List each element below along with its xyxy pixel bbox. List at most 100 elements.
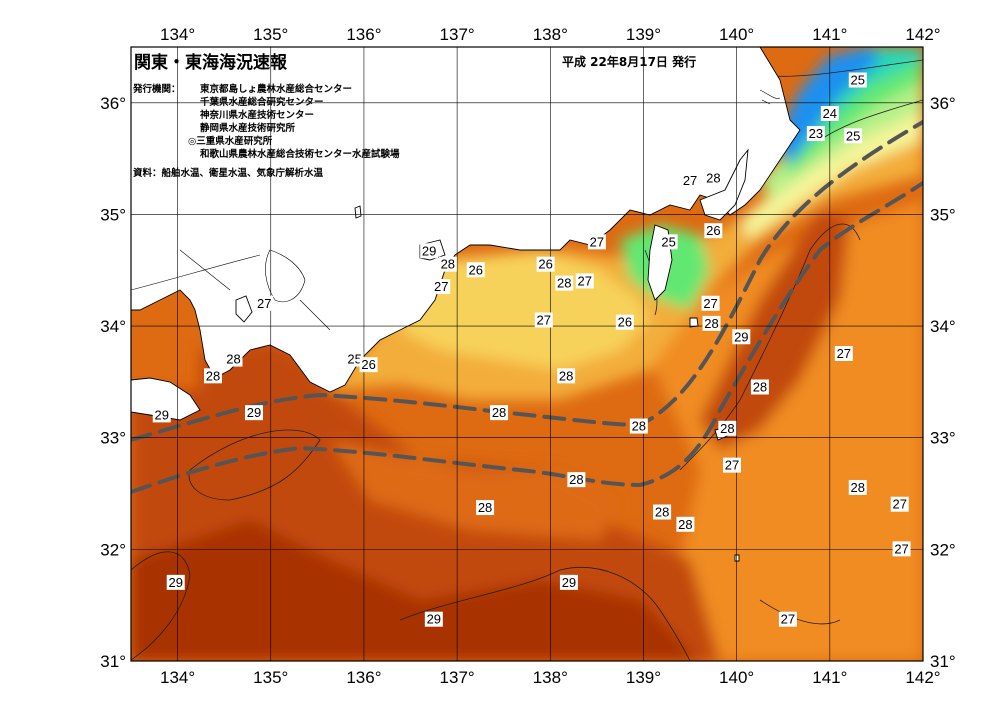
isotherm-label-bg xyxy=(244,405,263,421)
isotherm-label: 25 xyxy=(844,128,863,144)
issuer-6: 和歌山県農林水産総合技術センター水産試験場 xyxy=(199,148,400,160)
longitude-tick-label: 141° xyxy=(812,668,847,687)
longitude-tick-label: 139° xyxy=(626,668,661,687)
temperature-field xyxy=(131,47,923,661)
isotherm-label-bg xyxy=(722,457,741,473)
isotherm-label: 27 xyxy=(834,346,853,361)
isotherm-label: 24 xyxy=(820,105,839,121)
isotherm-label-text: 28 xyxy=(441,257,455,272)
isotherm-label-text: 29 xyxy=(427,612,441,627)
isotherm-label: 26 xyxy=(359,357,378,373)
isotherm-label: 26 xyxy=(704,223,723,239)
isotherm-label-bg xyxy=(750,379,769,395)
isotherm-label: 23 xyxy=(806,126,825,142)
isotherm-label: 25 xyxy=(848,72,867,88)
isotherm-label-text: 28 xyxy=(851,480,865,495)
isotherm-label: 27 xyxy=(890,496,909,512)
longitude-tick-label: 139° xyxy=(626,25,661,44)
isotherm-label: 28 xyxy=(490,405,509,421)
isotherm-label-text: 27 xyxy=(578,273,592,288)
isotherm-label-text: 28 xyxy=(206,368,220,383)
isotherm-label: 28 xyxy=(702,315,721,331)
isotherm-label-bg xyxy=(438,256,457,272)
sst-29-area-east xyxy=(700,210,850,450)
isotherm-label-bg xyxy=(555,275,574,291)
isotherm-label-bg xyxy=(534,312,553,328)
isotherm-label: 28 xyxy=(676,516,695,532)
isotherm-label-bg xyxy=(466,262,485,278)
isotherm-label-text: 27 xyxy=(537,313,551,328)
isotherm-line xyxy=(131,551,191,661)
isotherm-label-text: 28 xyxy=(226,352,240,367)
longitude-tick-label: 137° xyxy=(440,25,475,44)
isotherm-label-text: 27 xyxy=(894,541,908,556)
isotherm-label-bg xyxy=(890,496,909,512)
isotherm-label-bg xyxy=(255,295,274,311)
isotherm-label-bg xyxy=(778,611,797,627)
isotherm-label-bg xyxy=(359,357,378,373)
isotherm-label-text: 26 xyxy=(469,262,483,277)
isotherm-label: 27 xyxy=(681,172,700,188)
kuroshio-axis-north xyxy=(131,120,923,442)
isotherm-label-text: 27 xyxy=(590,234,604,249)
longitude-tick-label: 136° xyxy=(346,25,381,44)
land-izu-oshima xyxy=(689,317,699,328)
isotherm-label-bg xyxy=(681,172,700,188)
land-small-isle xyxy=(734,554,740,562)
isotherm-label-bg xyxy=(806,126,825,142)
kuroshio-axis-lines xyxy=(131,120,923,494)
land-boso-peninsula xyxy=(699,148,749,221)
latitude-ticks-right: 36° 35° 34° 33° 32° 31° xyxy=(930,94,956,671)
isotherm-label: 28 xyxy=(848,479,867,495)
issuer-1: 東京都島しょ農林水産総合センター xyxy=(199,83,352,95)
isotherm-label-text: 28 xyxy=(557,276,571,291)
isotherm-label-bg xyxy=(704,223,723,239)
isotherm-label: 28 xyxy=(704,170,723,186)
isotherm-label: 28 xyxy=(476,500,495,516)
sst-22-area-northeast xyxy=(780,50,923,175)
isotherm-line xyxy=(399,567,691,661)
isotherm-label: 27 xyxy=(534,312,553,328)
isotherm-label: 25 xyxy=(659,234,678,250)
isotherm-label: 28 xyxy=(718,420,737,436)
isotherm-label: 28 xyxy=(555,275,574,291)
isotherm-line xyxy=(679,223,861,471)
longitude-tick-label: 141° xyxy=(812,25,847,44)
latitude-tick-label: 33° xyxy=(100,429,126,448)
isotherm-label: 26 xyxy=(466,262,485,278)
latitude-tick-label: 34° xyxy=(930,317,956,336)
isotherm-label: 27 xyxy=(778,611,797,627)
isotherm-label-text: 28 xyxy=(704,316,718,331)
longitude-tick-label: 142° xyxy=(905,25,940,44)
land-shikoku xyxy=(131,377,201,421)
isotherm-label-text: 27 xyxy=(257,296,271,311)
isotherm-label-bg xyxy=(203,368,222,384)
isotherm-label: 28 xyxy=(203,368,222,384)
map-title: 関東・東海海況速報 xyxy=(134,52,288,73)
longitude-tick-label: 134° xyxy=(160,25,195,44)
latitude-tick-label: 34° xyxy=(100,317,126,336)
isotherm-label: 29 xyxy=(732,329,751,345)
isotherm-label-text: 25 xyxy=(851,72,865,87)
latitude-tick-label: 31° xyxy=(930,652,956,671)
longitude-ticks-bottom: 134° 135° 136° 137° 138° 139° 140° 141° 142° xyxy=(160,668,941,687)
latitude-tick-label: 33° xyxy=(930,429,956,448)
longitude-tick-label: 140° xyxy=(719,25,754,44)
kuroshio-axis-south xyxy=(131,181,923,494)
isotherm-label-text: 28 xyxy=(492,405,506,420)
isotherm-label-bg xyxy=(587,234,606,250)
isotherm-label-text: 29 xyxy=(168,575,182,590)
latitude-tick-label: 35° xyxy=(930,205,956,224)
isotherm-label: 28 xyxy=(224,351,243,367)
isotherm-label: 27 xyxy=(432,279,451,295)
isotherm-label-text: 25 xyxy=(846,128,860,143)
isotherm-label-bg xyxy=(820,105,839,121)
isotherm-label-bg xyxy=(152,407,171,423)
isotherm-label-text: 25 xyxy=(347,352,361,367)
isotherm-label-bg xyxy=(701,295,720,311)
isotherm-label-bg xyxy=(704,170,723,186)
isotherm-label-bg xyxy=(834,346,853,361)
isotherm-label-bg xyxy=(718,420,737,436)
latitude-ticks-left: 36° 35° 34° 33° 32° 31° xyxy=(100,94,126,671)
